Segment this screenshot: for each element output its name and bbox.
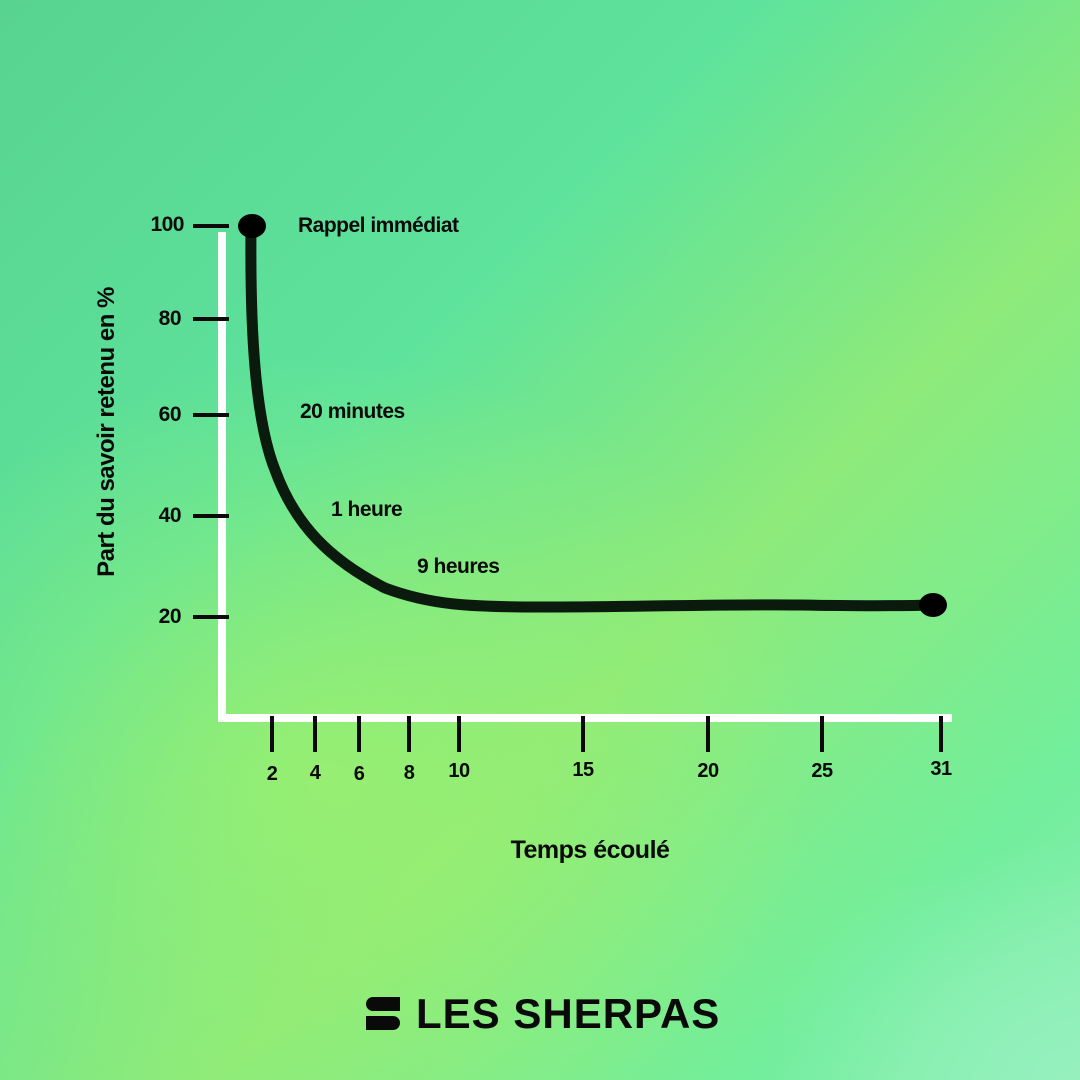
annotation-immediate-recall: Rappel immédiat	[298, 214, 459, 237]
x-tick-label: 15	[572, 759, 594, 781]
x-tick-label: 2	[266, 763, 278, 785]
forgetting-curve	[245, 222, 939, 613]
y-tick-label: 100	[150, 213, 184, 236]
x-tick-label: 6	[353, 763, 365, 785]
y-tick-label: 80	[158, 307, 182, 330]
x-axis-title: Temps écoulé	[510, 836, 670, 864]
annotation-1-hour: 1 heure	[331, 498, 403, 521]
brand-logo: LES SHERPAS	[366, 993, 720, 1035]
y-tick-label: 40	[158, 504, 182, 527]
x-tick-label: 10	[448, 760, 470, 782]
start-point	[238, 214, 266, 238]
brand-name: LES SHERPAS	[416, 990, 721, 1037]
annotation-20-minutes: 20 minutes	[300, 400, 405, 423]
y-axis-title: Part du savoir retenu en %	[93, 287, 120, 577]
y-tick-label: 20	[158, 605, 182, 628]
x-tick-label: 25	[811, 760, 833, 782]
x-tick-marks	[270, 716, 943, 752]
x-tick-label: 4	[309, 762, 321, 784]
end-point	[919, 593, 947, 617]
x-tick-label: 8	[403, 762, 415, 784]
y-tick-marks	[193, 224, 229, 619]
x-tick-label: 31	[930, 758, 952, 780]
x-tick-label: 20	[697, 760, 719, 782]
sherpas-logo-icon	[366, 995, 402, 1033]
annotation-9-hours: 9 heures	[417, 555, 500, 578]
y-tick-label: 60	[158, 403, 182, 426]
